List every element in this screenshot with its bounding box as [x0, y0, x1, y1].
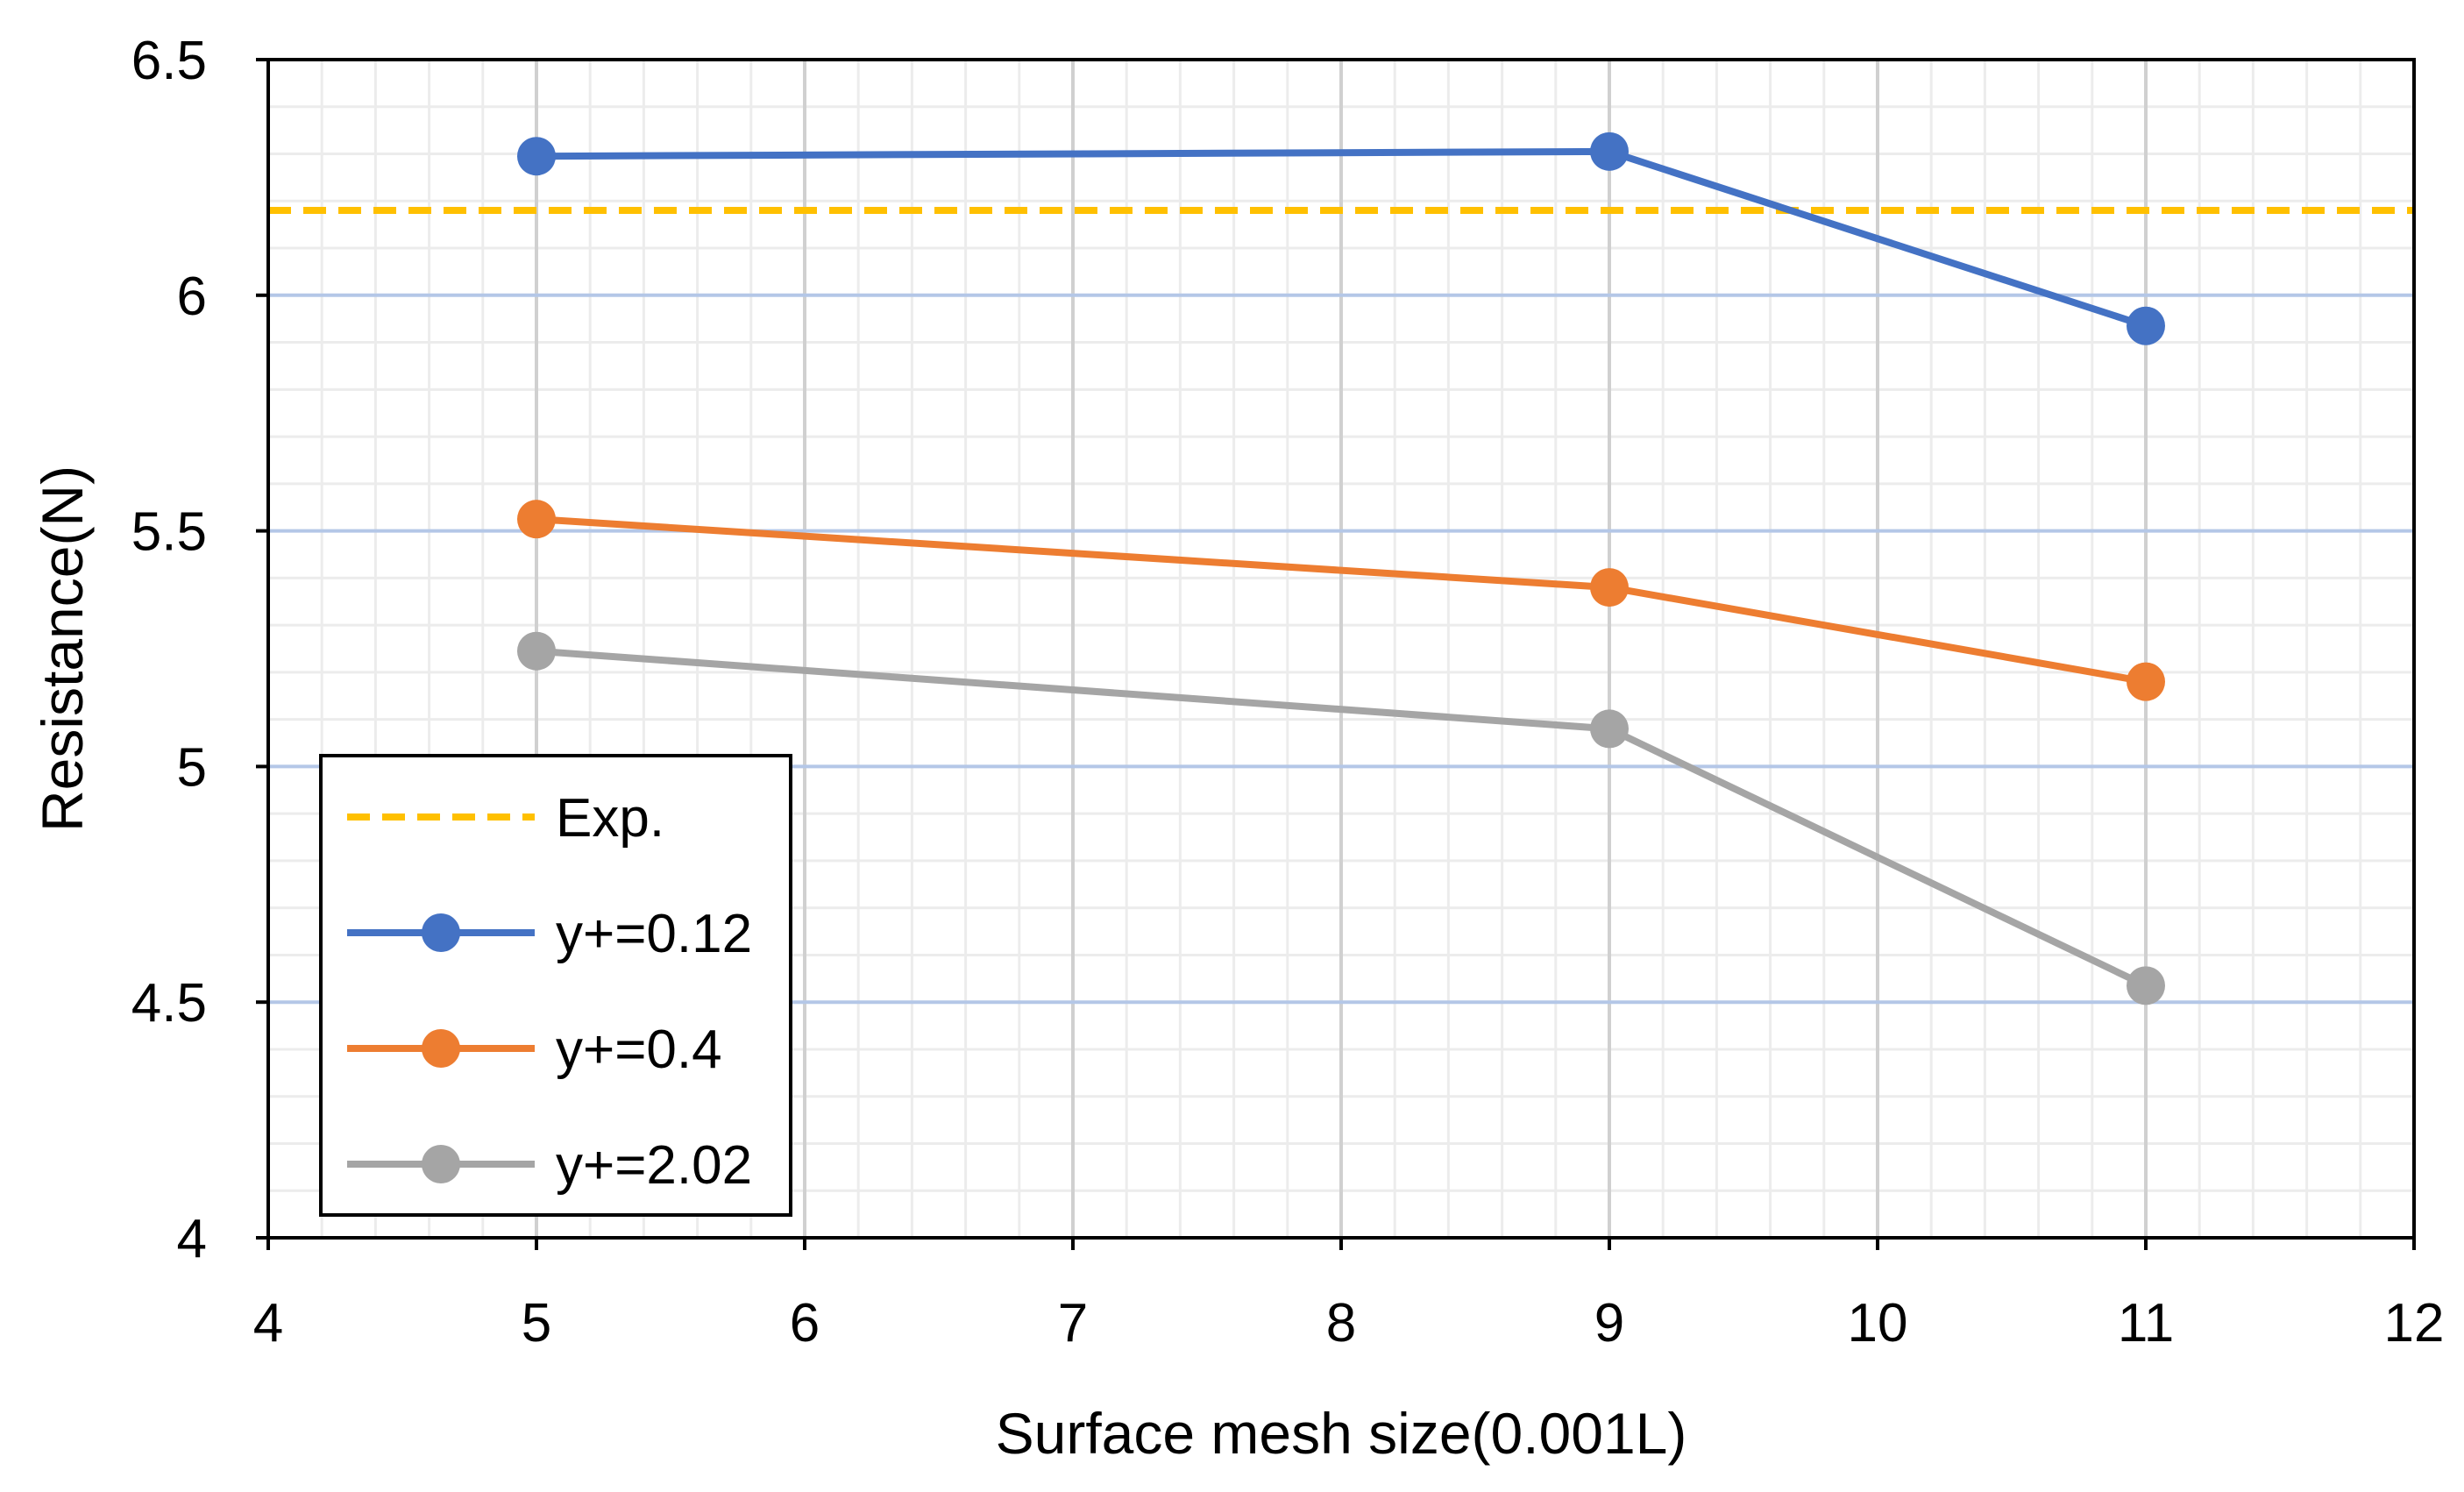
y-axis-title: Resistance(N) — [30, 465, 95, 832]
legend-swatch-marker — [422, 1029, 460, 1068]
x-tick-label: 4 — [253, 1293, 283, 1353]
legend: Exp. y+=0.12 y+=0.4 y+=2.02 — [319, 754, 792, 1217]
data-point-2-2 — [2127, 966, 2165, 1005]
y-tick-label: 4 — [177, 1209, 207, 1269]
y-tick-label: 4.5 — [131, 973, 207, 1034]
series-points — [517, 131, 2165, 1005]
x-tick-label: 10 — [1848, 1293, 1908, 1353]
x-tick-label: 6 — [790, 1293, 820, 1353]
data-point-2-1 — [1590, 709, 1629, 749]
legend-swatch-marker — [422, 1145, 460, 1183]
data-point-0-2 — [2127, 306, 2165, 345]
y-tick-label: 5.5 — [131, 502, 207, 563]
x-axis-ticks: 4 5 6 7 8 9 10 11 12 — [253, 1238, 2445, 1353]
legend-label: y+=2.02 — [556, 1135, 752, 1196]
x-tick-label: 11 — [2118, 1293, 2174, 1353]
data-point-1-2 — [2127, 662, 2165, 701]
legend-label: y+=0.12 — [556, 904, 752, 964]
x-tick-label: 9 — [1594, 1293, 1624, 1353]
data-point-1-1 — [1590, 568, 1629, 607]
y-axis-ticks: 4 4.5 5 5.5 6 6.5 — [131, 31, 268, 1269]
data-point-1-0 — [517, 500, 556, 539]
legend-label: Exp. — [556, 788, 664, 849]
x-tick-label: 7 — [1058, 1293, 1088, 1353]
y-tick-label: 5 — [177, 737, 207, 798]
x-tick-label: 5 — [522, 1293, 551, 1353]
legend-box — [319, 754, 792, 1217]
y-tick-label: 6.5 — [131, 31, 207, 91]
data-point-2-0 — [517, 631, 556, 671]
x-tick-label: 8 — [1326, 1293, 1356, 1353]
data-point-0-0 — [517, 137, 556, 176]
legend-swatch-marker — [422, 913, 460, 952]
data-point-0-1 — [1590, 131, 1629, 171]
x-tick-label: 12 — [2384, 1293, 2445, 1353]
y-tick-label: 6 — [177, 266, 207, 327]
legend-label: y+=0.4 — [556, 1020, 722, 1080]
x-axis-title: Surface mesh size(0.001L) — [996, 1401, 1687, 1466]
